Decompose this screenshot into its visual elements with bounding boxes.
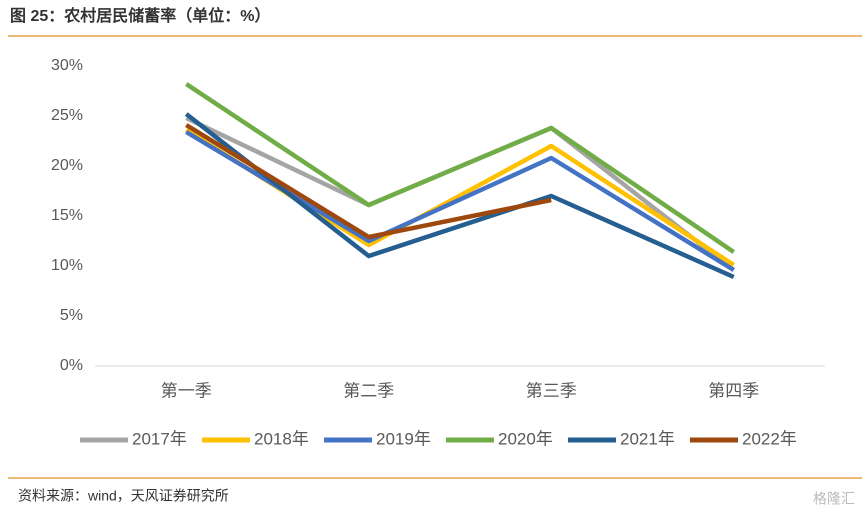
legend-label: 2020年 xyxy=(498,429,553,448)
chart-title: 图 25：农村居民储蓄率（单位：%） xyxy=(10,6,270,25)
source-note: 资料来源：wind，天风证券研究所 xyxy=(18,488,229,504)
legend-label: 2017年 xyxy=(132,429,187,448)
legend-label: 2018年 xyxy=(254,429,309,448)
y-tick-label: 20% xyxy=(51,157,83,174)
y-tick-label: 15% xyxy=(51,207,83,224)
series-line xyxy=(185,130,735,272)
x-tick-label: 第四季 xyxy=(708,381,759,400)
x-tick-label: 第三季 xyxy=(526,381,577,400)
series-line xyxy=(184,112,735,280)
y-tick-label: 5% xyxy=(60,307,83,324)
legend-label: 2021年 xyxy=(620,429,675,448)
y-tick-label: 0% xyxy=(60,357,83,374)
y-tick-label: 25% xyxy=(51,107,83,124)
legend-label: 2019年 xyxy=(376,429,431,448)
x-tick-label: 第一季 xyxy=(161,381,212,400)
y-tick-label: 10% xyxy=(51,257,83,274)
legend-label: 2022年 xyxy=(742,429,797,448)
series-line xyxy=(185,123,552,240)
series-line xyxy=(185,82,736,254)
x-tick-label: 第二季 xyxy=(343,381,394,400)
y-tick-label: 30% xyxy=(51,57,83,74)
watermark: 格隆汇 xyxy=(813,491,855,507)
